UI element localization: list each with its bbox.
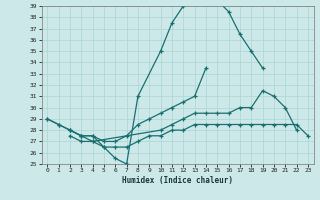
X-axis label: Humidex (Indice chaleur): Humidex (Indice chaleur) xyxy=(122,176,233,185)
